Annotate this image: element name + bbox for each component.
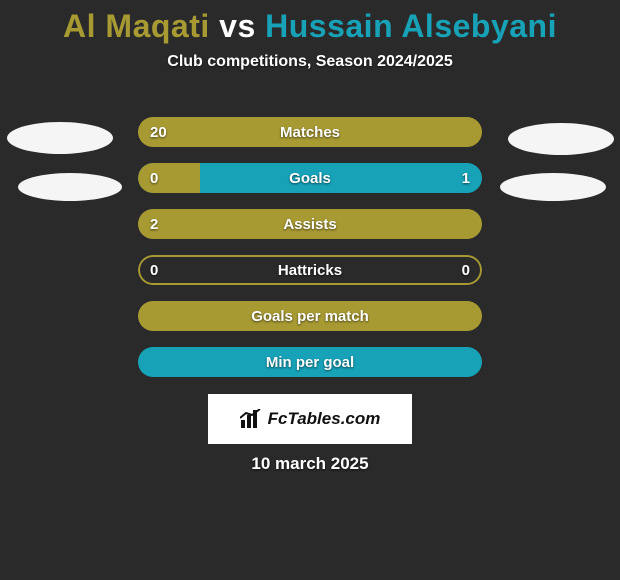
stat-row: Min per goal (138, 347, 482, 377)
bar-segment-p1 (138, 163, 200, 193)
subtitle-text: Club competitions, Season 2024/2025 (0, 53, 620, 71)
bar-segment-p1 (138, 117, 482, 147)
date-text: 10 march 2025 (0, 454, 620, 474)
bar-segment-p1 (138, 301, 482, 331)
bar-segment-p1 (138, 209, 482, 239)
player1-photo-top (7, 122, 113, 154)
stat-row: Hattricks00 (138, 255, 482, 285)
stat-row: Matches20 (138, 117, 482, 147)
vs-separator: vs (219, 8, 256, 44)
player1-photo-bottom (18, 173, 122, 201)
logo-box: FcTables.com (208, 394, 412, 444)
stat-row: Assists2 (138, 209, 482, 239)
player2-name: Hussain Alsebyani (265, 8, 557, 44)
logo-text: FcTables.com (268, 409, 381, 429)
bar-outline (138, 255, 482, 285)
player2-photo-top (508, 123, 614, 155)
stats-area: Matches20 Goals01 Assists2 Hattricks00 Goals… (0, 117, 620, 377)
player2-photo-bottom (500, 173, 606, 201)
stat-row: Goals per match (138, 301, 482, 331)
stat-row: Goals01 (138, 163, 482, 193)
bar-segment-p2 (138, 347, 482, 377)
logo-chart-icon (240, 409, 262, 429)
stat-bars-container: Matches20 Goals01 Assists2 Hattricks00 Goals… (138, 117, 482, 393)
comparison-title: Al Maqati vs Hussain Alsebyani (0, 0, 620, 45)
bar-segment-p2 (200, 163, 482, 193)
player1-name: Al Maqati (63, 8, 210, 44)
